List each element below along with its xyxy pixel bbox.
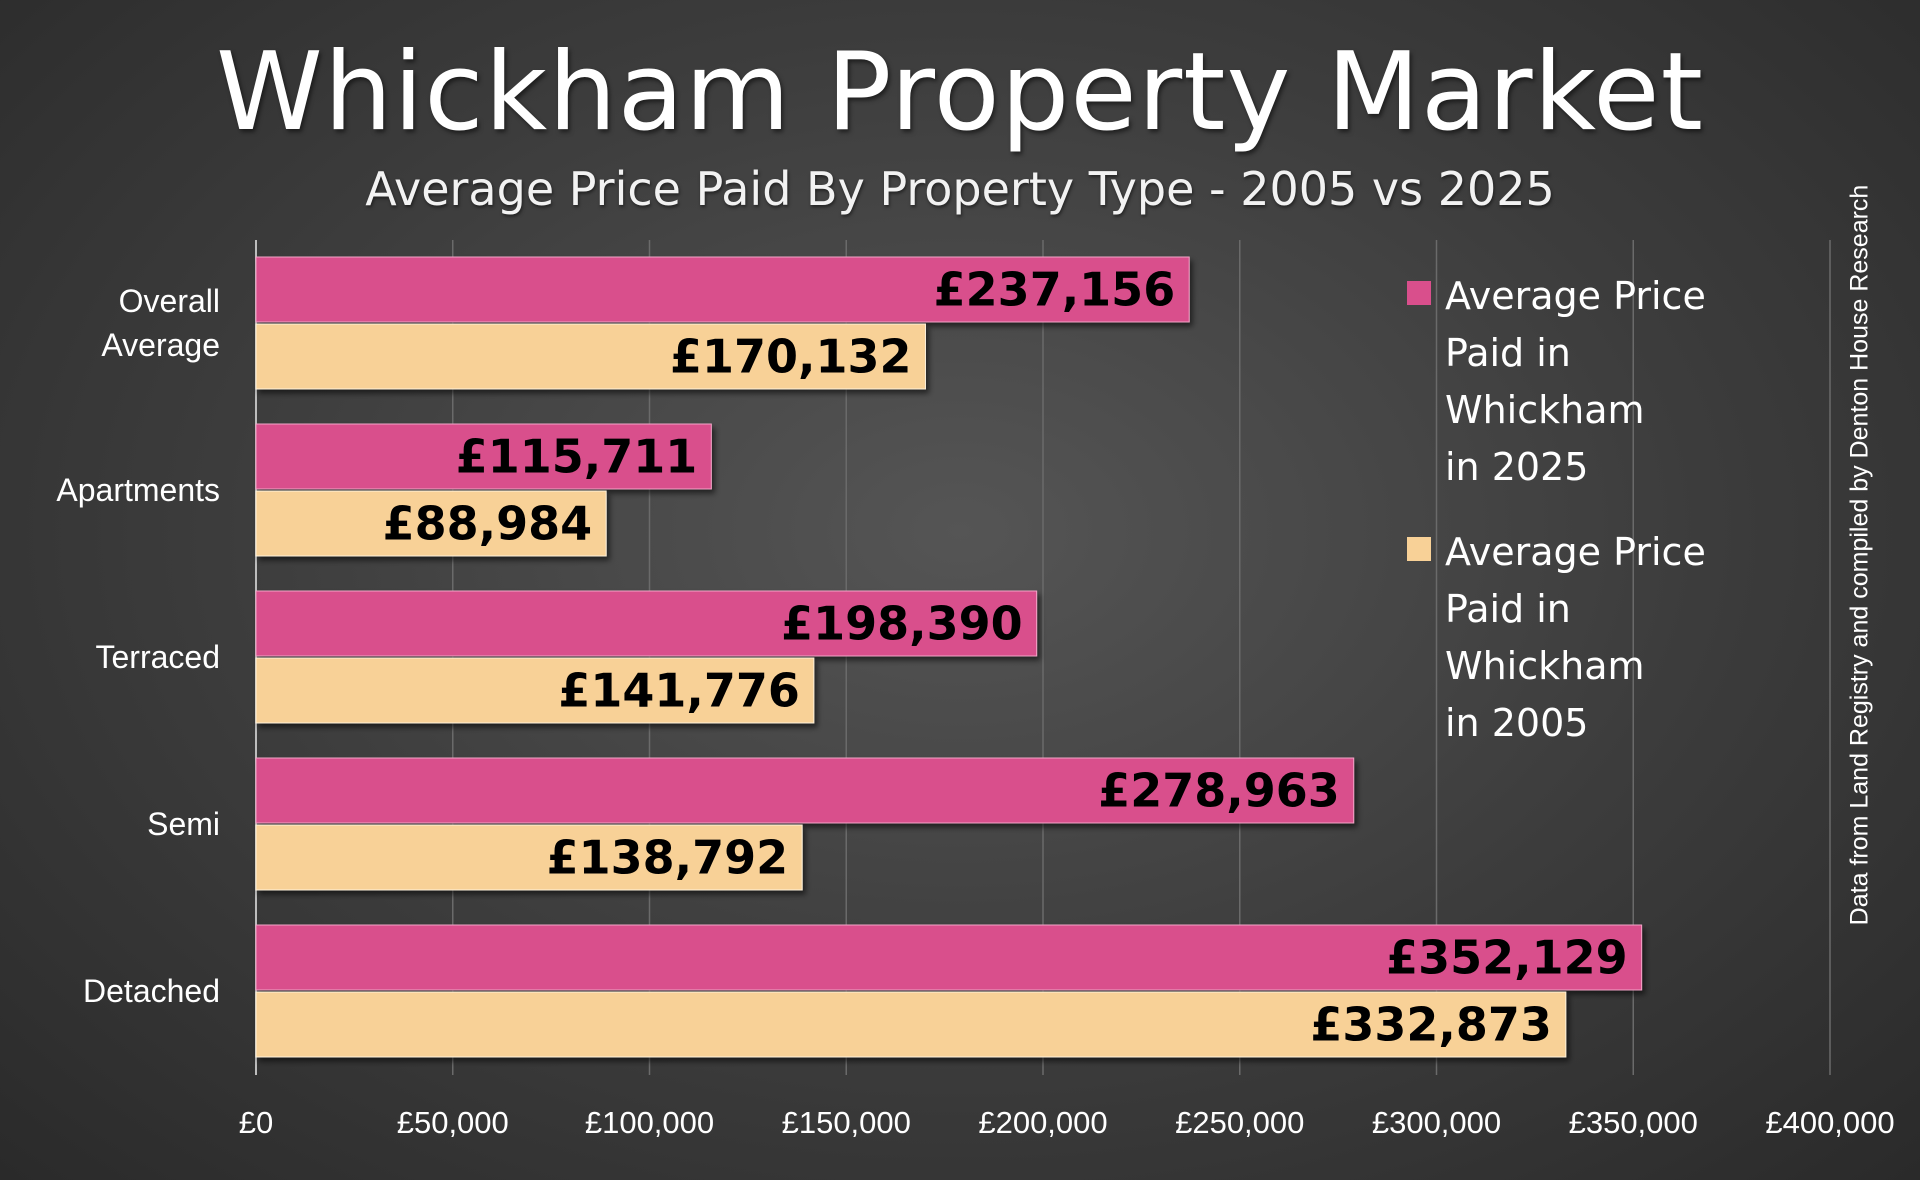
bar <box>255 657 815 724</box>
category-label: Semi <box>147 806 220 842</box>
category-label: Terraced <box>96 639 221 675</box>
bar <box>255 824 803 891</box>
data-label: £198,390 <box>781 597 1023 651</box>
bar <box>255 423 712 490</box>
bar <box>255 924 1643 991</box>
category-label: Overall Average <box>101 283 220 363</box>
x-tick-label: £0 <box>239 1105 273 1140</box>
chart-subtitle: Average Price Paid By Property Type - 20… <box>365 162 1555 216</box>
data-label: £352,129 <box>1386 931 1628 985</box>
x-tick-label: £300,000 <box>1372 1105 1501 1140</box>
x-tick-label: £50,000 <box>397 1105 509 1140</box>
x-tick-label: £350,000 <box>1569 1105 1698 1140</box>
data-label: £332,873 <box>1310 998 1552 1052</box>
legend-label-2025: Average Price Paid in Whickham in 2025 <box>1445 274 1706 489</box>
bar <box>255 323 926 390</box>
legend-entry-2025: Average Price Paid in Whickham in 2025 <box>1403 268 1723 496</box>
x-tick-label: £200,000 <box>978 1105 1107 1140</box>
legend-swatch-2005 <box>1407 537 1431 561</box>
bar <box>255 590 1038 657</box>
bar <box>255 757 1355 824</box>
data-label: £237,156 <box>934 263 1176 317</box>
x-tick-label: £150,000 <box>782 1105 911 1140</box>
category-label: Detached <box>83 973 220 1009</box>
legend-swatch-2025 <box>1407 281 1431 305</box>
data-label: £170,132 <box>670 330 912 384</box>
data-label: £115,711 <box>456 430 698 484</box>
data-label: £278,963 <box>1098 764 1340 818</box>
category-label: Apartments <box>56 472 220 508</box>
bar <box>255 490 607 557</box>
bar <box>255 256 1190 323</box>
legend-entry-2005: Average Price Paid in Whickham in 2005 <box>1403 524 1723 752</box>
source-note: Data from Land Registry and compiled by … <box>1845 184 1874 926</box>
legend-label-2005: Average Price Paid in Whickham in 2005 <box>1445 530 1706 745</box>
data-label: £88,984 <box>383 497 593 551</box>
data-label: £138,792 <box>547 831 789 885</box>
bar <box>255 991 1567 1058</box>
data-label: £141,776 <box>558 664 800 718</box>
x-tick-label: £100,000 <box>585 1105 714 1140</box>
chart-legend: Average Price Paid in Whickham in 2025 A… <box>1403 268 1723 780</box>
chart-title: Whickham Property Market <box>216 30 1704 155</box>
x-tick-label: £250,000 <box>1175 1105 1304 1140</box>
x-tick-label: £400,000 <box>1765 1105 1894 1140</box>
